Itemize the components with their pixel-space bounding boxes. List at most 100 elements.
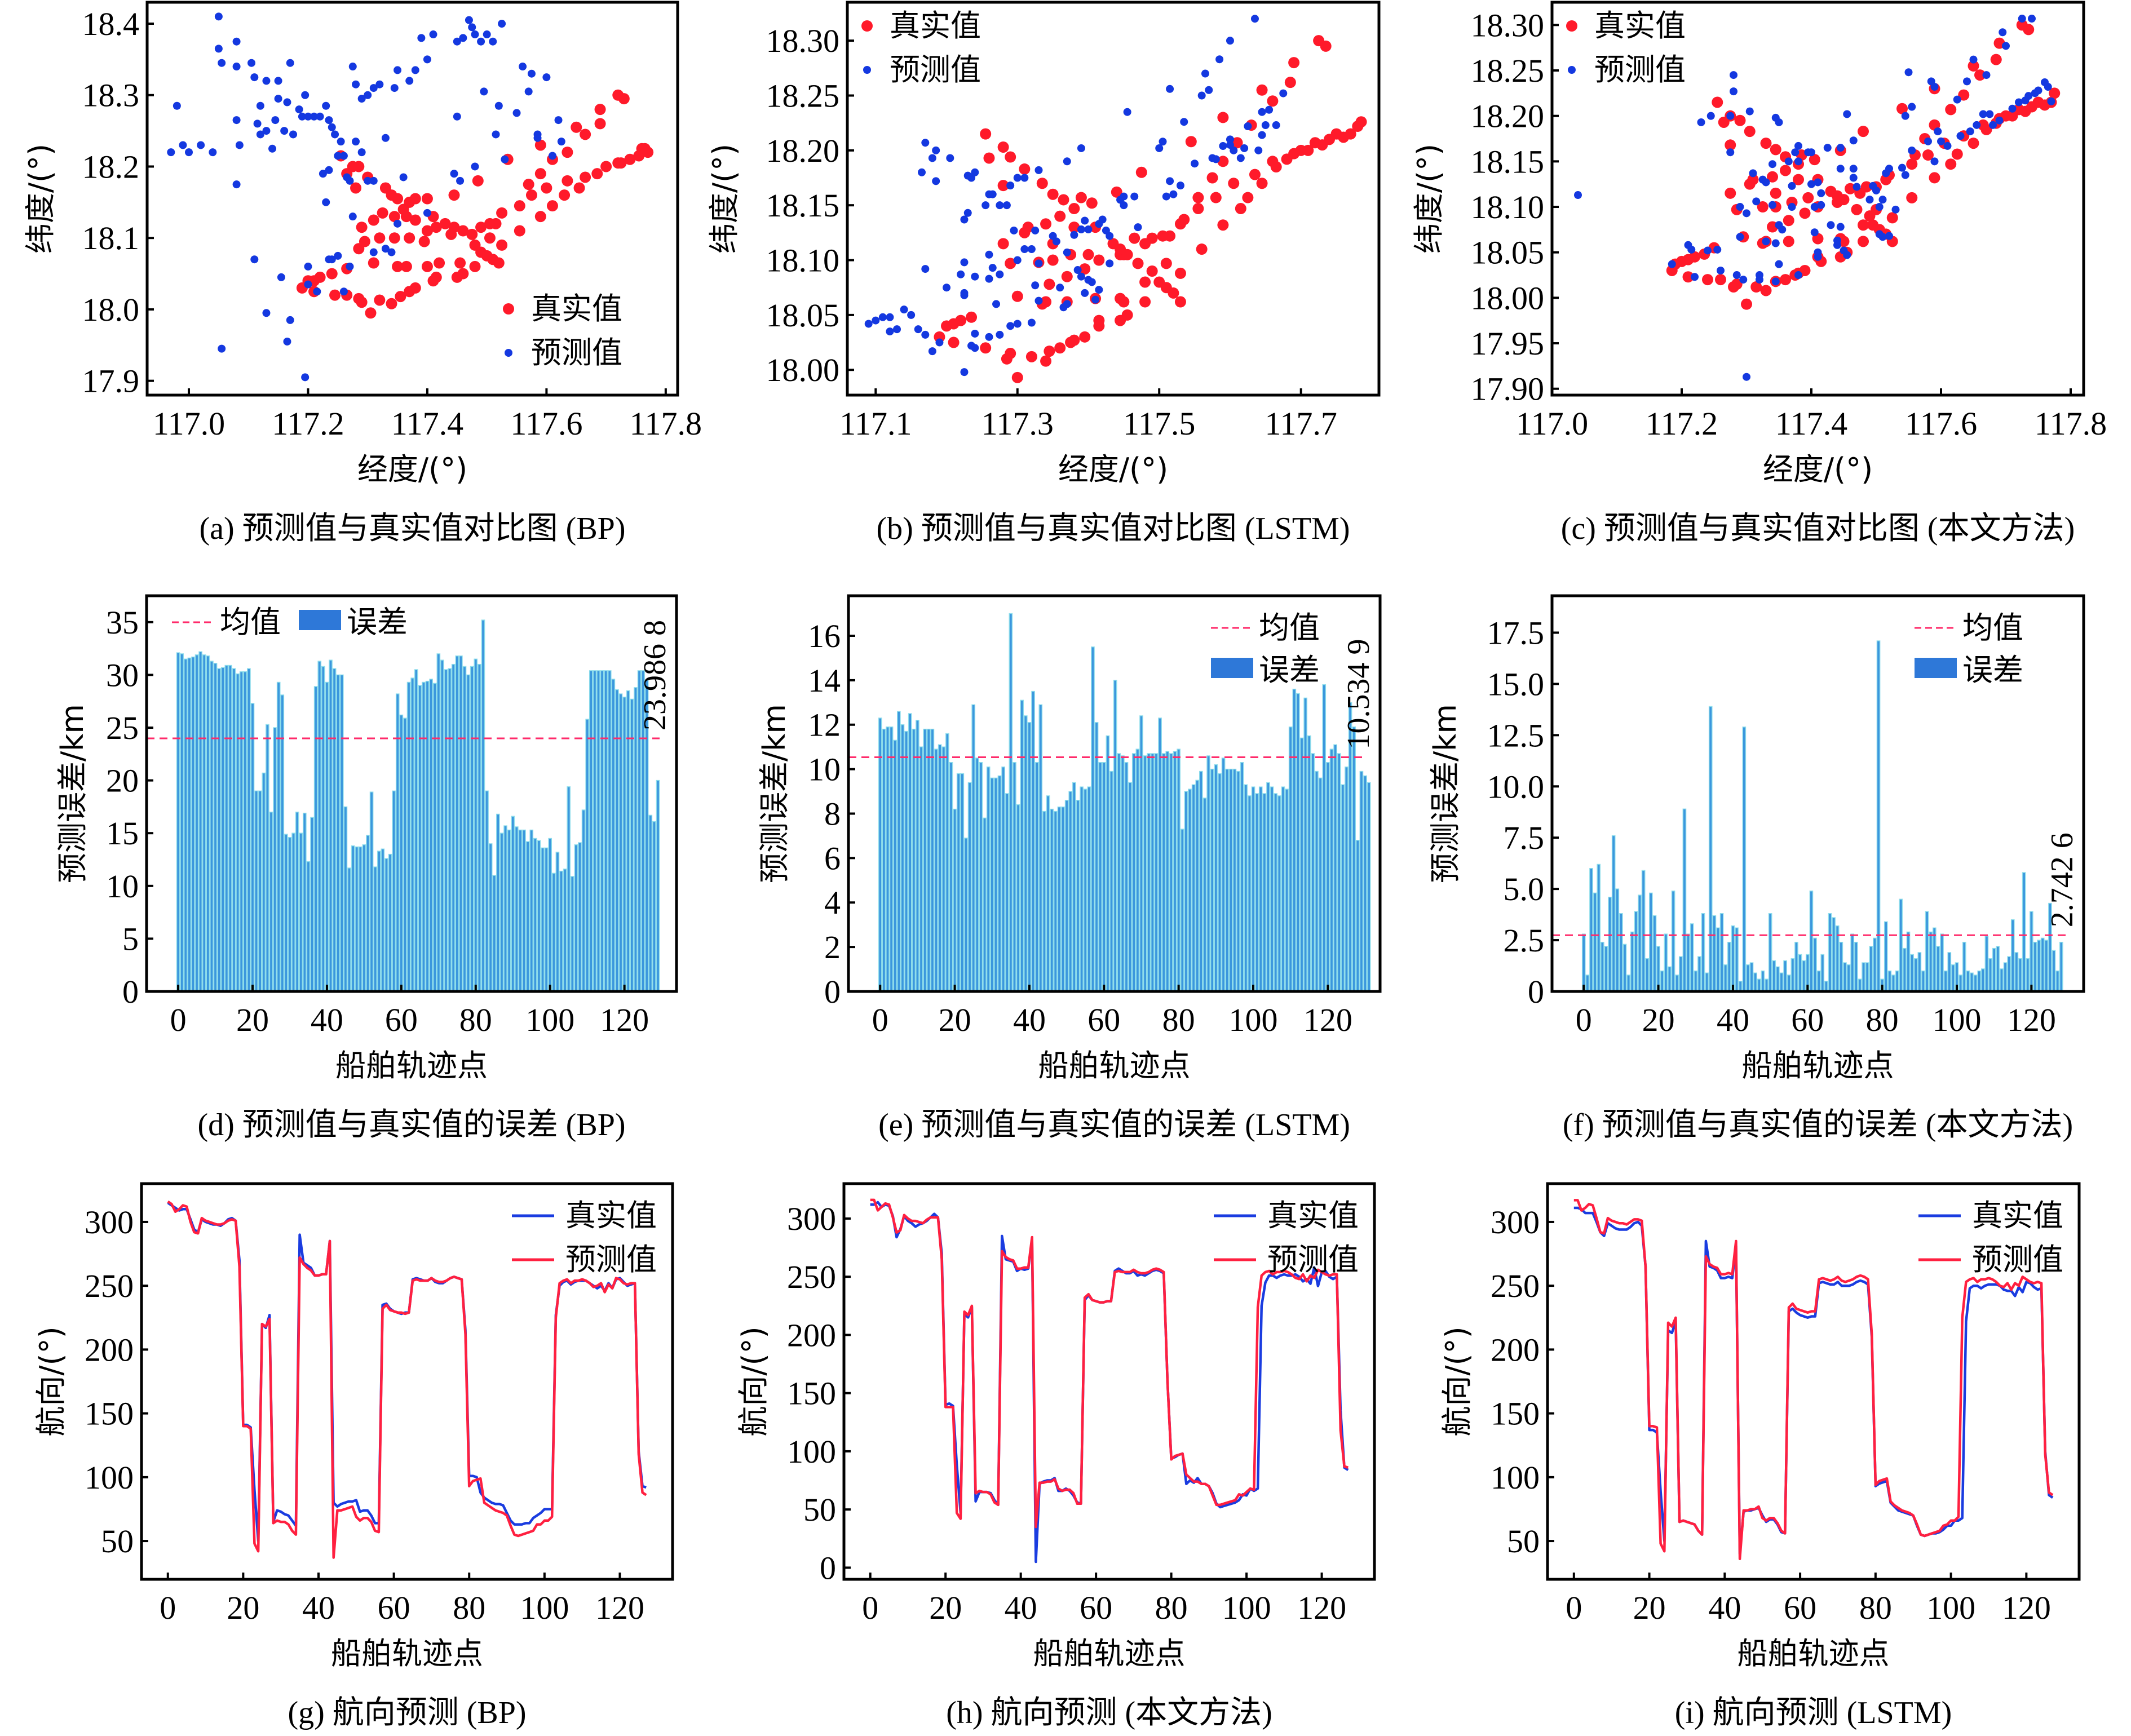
error-bar xyxy=(474,658,478,991)
legend-label: 误差 xyxy=(347,604,408,640)
predicted-point xyxy=(1736,203,1744,211)
error-bar xyxy=(529,829,534,991)
legend-label: 预测值 xyxy=(1267,1242,1359,1277)
error-bar xyxy=(923,728,927,991)
predicted-point xyxy=(262,309,271,317)
panel-caption: (b) 预测值与真实值对比图 (LSTM) xyxy=(877,511,1350,546)
error-bar xyxy=(1708,706,1713,991)
predicted-point xyxy=(960,368,969,377)
x-tick-label: 20 xyxy=(1633,1589,1666,1626)
true-point xyxy=(439,218,451,229)
error-bar xyxy=(1262,793,1267,991)
predicted-point xyxy=(250,255,259,264)
error-bar xyxy=(656,780,660,991)
predicted-point xyxy=(1778,225,1787,234)
predicted-point xyxy=(480,87,488,96)
predicted-point xyxy=(1226,135,1234,144)
error-bar xyxy=(440,659,444,991)
y-tick-label: 18.20 xyxy=(1471,98,1545,135)
error-bar xyxy=(1128,782,1132,991)
error-bar xyxy=(1218,773,1222,991)
error-bar xyxy=(1251,786,1255,991)
predicted-point xyxy=(1166,85,1174,93)
y-tick-label: 7.5 xyxy=(1504,820,1545,856)
predicted-point xyxy=(286,316,294,324)
true-point xyxy=(1079,331,1091,343)
predicted-point xyxy=(1814,178,1822,187)
predicted-point xyxy=(250,73,259,82)
y-tick-label: 50 xyxy=(1507,1523,1540,1560)
error-bar xyxy=(2022,872,2026,991)
predicted-point xyxy=(1843,251,1851,259)
error-bar xyxy=(1753,972,1757,991)
error-bar xyxy=(1106,735,1110,991)
predicted-point xyxy=(1006,181,1015,190)
predicted-point xyxy=(921,139,930,147)
y-tick-label: 0 xyxy=(122,973,139,1010)
true-point xyxy=(368,214,379,226)
true-point xyxy=(541,182,552,194)
y-tick-label: 200 xyxy=(85,1331,134,1368)
true-point xyxy=(618,93,630,105)
error-bar xyxy=(2003,962,2008,991)
predicted-point xyxy=(1775,260,1783,268)
predicted-point xyxy=(352,80,360,88)
y-axis-title: 纬度/(°) xyxy=(23,144,58,254)
true-point xyxy=(573,182,585,194)
error-bar xyxy=(1816,970,1821,991)
y-tick-label: 18.20 xyxy=(766,132,840,169)
error-bar xyxy=(1109,770,1113,991)
error-bar xyxy=(1315,770,1319,991)
y-tick-label: 0 xyxy=(820,1549,836,1586)
error-bar xyxy=(429,679,433,991)
error-bar xyxy=(1947,952,1952,991)
predicted-point xyxy=(519,63,527,71)
x-tick-label: 20 xyxy=(1642,1002,1675,1038)
predicted-point xyxy=(501,155,509,163)
legend-label: 预测值 xyxy=(890,52,981,87)
predicted-point xyxy=(1668,260,1676,268)
predicted-point xyxy=(1771,277,1780,286)
predicted-point xyxy=(1743,209,1750,218)
predicted-point xyxy=(1891,205,1900,214)
predicted-point xyxy=(357,148,366,157)
error-bar xyxy=(919,746,923,991)
y-tick-label: 8 xyxy=(824,795,841,832)
chart-panel-b: 117.1 117.3 117.5 117.7 18.00 18.05 18.10 18.15… xyxy=(706,1,1381,546)
error-bar xyxy=(1009,613,1013,991)
error-bar xyxy=(551,873,556,991)
true-point xyxy=(1922,149,1934,161)
error-bar xyxy=(1694,970,1698,991)
predicted-point xyxy=(542,73,551,82)
error-bar xyxy=(1352,726,1356,991)
predicted-point xyxy=(527,69,536,78)
y-tick-label: 10 xyxy=(808,751,841,788)
error-bar xyxy=(589,670,593,991)
y-tick-label: 18.30 xyxy=(766,23,840,59)
plot-area xyxy=(1573,1199,2054,1561)
error-bar xyxy=(1712,915,1717,991)
error-bar xyxy=(1333,744,1337,991)
true-point xyxy=(534,211,546,223)
error-bar xyxy=(971,704,976,991)
y-tick-label: 12.5 xyxy=(1487,717,1545,754)
predicted-point xyxy=(232,116,241,125)
true-point xyxy=(1146,232,1158,244)
true-point xyxy=(1068,222,1080,233)
y-tick-label: 18.00 xyxy=(1471,280,1545,316)
error-bar xyxy=(1188,789,1192,991)
plot-frame xyxy=(1550,1,2085,397)
predicted-point xyxy=(286,59,294,67)
y-tick-label: 18.10 xyxy=(766,242,840,279)
error-bar xyxy=(1895,970,1899,991)
plot-frame xyxy=(842,1182,1376,1581)
true-point xyxy=(966,311,978,323)
error-bar xyxy=(581,809,586,991)
y-tick-label: 18.00 xyxy=(766,352,840,388)
predicted-point xyxy=(548,152,556,160)
true-point xyxy=(421,260,433,272)
error-bar xyxy=(1098,762,1103,991)
y-tick-label: 16 xyxy=(808,618,841,654)
true-point xyxy=(980,342,992,354)
x-tick-label: 80 xyxy=(453,1589,485,1626)
